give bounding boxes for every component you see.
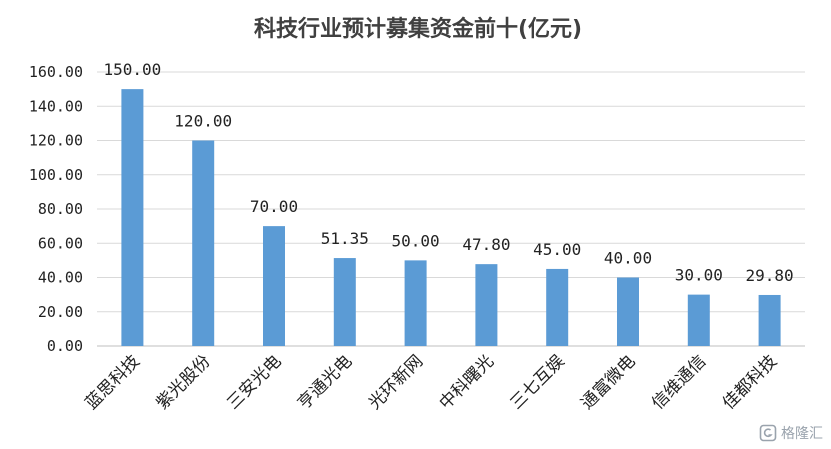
bars <box>121 89 781 346</box>
y-tick-label: 140.00 <box>29 97 83 115</box>
data-label: 40.00 <box>604 249 652 268</box>
x-tick-label: 三安光电 <box>223 351 285 413</box>
bar <box>475 264 498 346</box>
y-axis-ticks: 0.00 20.00 40.00 60.00 80.00 100.00 120.00 140.… <box>29 63 83 355</box>
x-tick-label: 佳都科技 <box>719 351 781 413</box>
bar <box>546 268 569 346</box>
gridlines <box>97 71 805 347</box>
data-label: 150.00 <box>104 60 162 79</box>
y-tick-label: 100.00 <box>29 166 83 184</box>
watermark-text: 格隆汇 <box>781 426 823 442</box>
bar <box>687 294 710 346</box>
x-tick-label: 蓝思科技 <box>82 351 144 413</box>
bar <box>404 260 427 346</box>
x-axis-ticks: 蓝思科技 紫光股份 三安光电 亨通光电 光环新网 中科曙光 三七互娱 通富微电 信维通信 佳都科技 <box>82 351 781 413</box>
y-tick-label: 160.00 <box>29 63 83 81</box>
x-tick-label: 通富微电 <box>577 351 639 413</box>
bar <box>758 294 781 346</box>
y-tick-label: 120.00 <box>29 132 83 150</box>
x-tick-label: 紫光股份 <box>153 351 215 413</box>
x-tick-label: 亨通光电 <box>294 351 356 413</box>
glh-logo-icon <box>759 424 777 442</box>
data-label: 45.00 <box>533 240 581 259</box>
data-label: 29.80 <box>746 266 794 285</box>
y-tick-label: 60.00 <box>38 234 83 252</box>
data-label: 50.00 <box>392 231 440 250</box>
bar <box>192 140 215 346</box>
x-tick-label: 光环新网 <box>365 351 427 413</box>
data-label: 51.35 <box>321 229 369 248</box>
x-tick-label: 三七互娱 <box>507 351 569 413</box>
bar <box>263 226 285 346</box>
bar <box>121 89 144 346</box>
y-tick-label: 80.00 <box>38 200 83 218</box>
y-tick-label: 0.00 <box>47 337 83 355</box>
x-tick-label: 信维通信 <box>648 351 710 413</box>
bar <box>617 277 639 346</box>
data-label: 47.80 <box>462 235 510 254</box>
y-tick-label: 20.00 <box>38 303 83 321</box>
data-label: 30.00 <box>675 266 723 285</box>
bar <box>333 258 356 346</box>
chart-title: 科技行业预计募集资金前十(亿元) <box>254 16 582 42</box>
data-label: 120.00 <box>174 112 232 131</box>
data-labels: 150.00 120.00 70.00 51.35 50.00 47.80 45.00 40.… <box>104 60 794 285</box>
data-label: 70.00 <box>250 197 298 216</box>
y-tick-label: 40.00 <box>38 269 83 287</box>
watermark: 格隆汇 <box>759 423 823 443</box>
x-tick-label: 中科曙光 <box>436 351 498 413</box>
